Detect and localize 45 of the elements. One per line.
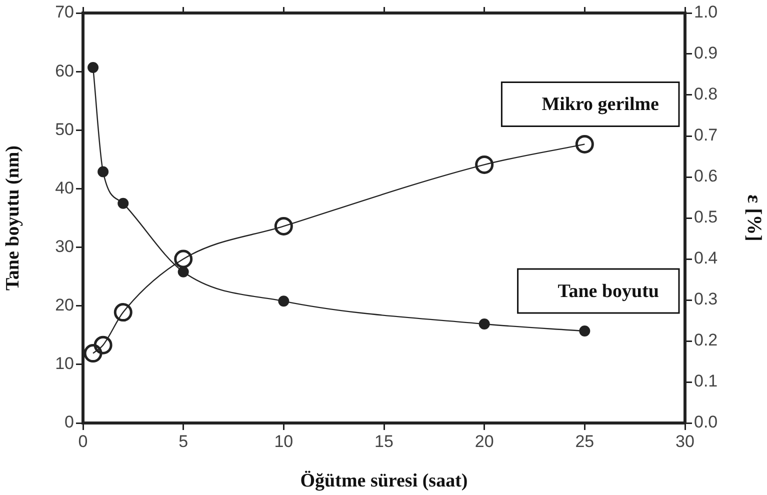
y-tick-label: 30	[55, 236, 74, 256]
point	[575, 134, 594, 154]
y2-tick-label: 0.3	[694, 290, 718, 309]
point	[579, 326, 590, 337]
point	[478, 318, 490, 330]
point	[88, 62, 99, 73]
y-tick-label: 40	[55, 178, 74, 198]
x-tick-label: 25	[575, 432, 594, 451]
x-tick-label: 20	[474, 432, 494, 451]
y-tick-label: 0	[64, 412, 74, 432]
point	[178, 266, 189, 278]
x-tick-label: 10	[274, 432, 294, 451]
y2-tick-label: 0.9	[694, 44, 718, 63]
x-tick-label: 30	[676, 432, 694, 451]
y2-tick-label: 0.0	[694, 412, 718, 432]
y-tick-label: 50	[55, 120, 74, 139]
point	[475, 155, 494, 174]
series-label: Tane boyutu	[558, 280, 660, 302]
y2-tick-label: 0.6	[694, 166, 718, 186]
y2-tick-label: 0.5	[694, 208, 718, 227]
y2-tick-label: 0.7	[694, 126, 718, 145]
point	[174, 250, 193, 268]
y2-tick-label: 0.2	[694, 330, 718, 350]
x-axis-title: Öğütme süresi (saat)	[300, 470, 468, 492]
point	[84, 344, 102, 363]
point	[274, 216, 293, 236]
y2-tick-label: 0.8	[694, 84, 718, 104]
series-label: Mikro gerilme	[542, 94, 659, 116]
y-tick-label: 70	[55, 2, 74, 22]
x-tick-label: 15	[374, 432, 394, 451]
point	[94, 336, 112, 354]
y-tick-label: 20	[55, 296, 74, 315]
point	[98, 166, 109, 178]
y2-tick-label: 1.0	[694, 2, 718, 22]
point	[118, 198, 129, 209]
y2-tick-label: 0.4	[694, 248, 718, 268]
y-tick-label: 60	[55, 61, 74, 80]
y2-axis-title: ε [%]	[742, 194, 765, 242]
point	[278, 296, 290, 307]
y-tick-label: 10	[55, 354, 74, 374]
y2-tick-label: 0.1	[694, 372, 718, 391]
x-tick-label: 5	[178, 432, 188, 451]
point	[114, 303, 132, 322]
y-axis-title: Tane boyutu (nm)	[2, 145, 24, 291]
x-tick-label: 0	[78, 432, 88, 451]
